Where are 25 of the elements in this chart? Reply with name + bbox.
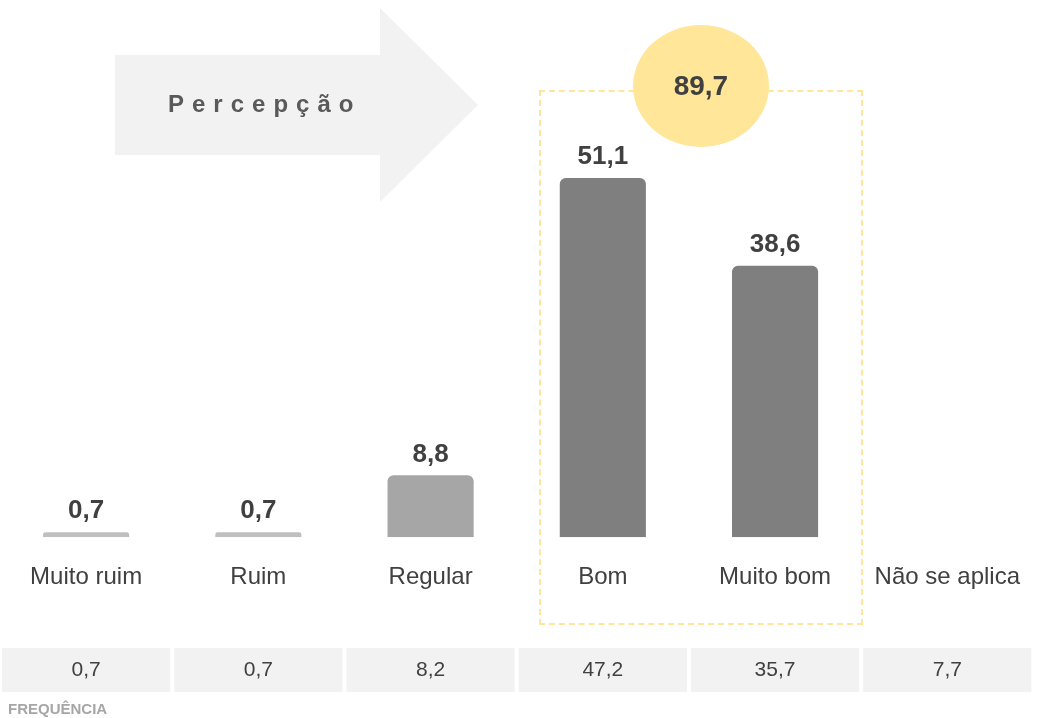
x-tick-label: Ruim: [230, 562, 287, 590]
bar: [215, 532, 302, 538]
text: 35,7: [754, 656, 796, 680]
data-label: 38,6: [749, 228, 801, 259]
x-tick-label: Regular: [388, 562, 473, 590]
data-label: 0,7: [68, 494, 105, 525]
data-label: 0,7: [240, 494, 277, 525]
text: FREQUÊNCIA: [8, 700, 108, 717]
chart-title: Percepção: [168, 90, 362, 118]
text: 8,2: [415, 656, 446, 680]
bar: [559, 178, 646, 538]
x-tick-label: Bom: [578, 562, 628, 590]
bar: [387, 475, 474, 538]
data-label: 8,8: [412, 437, 449, 468]
data-label: 51,1: [577, 140, 629, 171]
text: 0,7: [243, 656, 273, 680]
text: 89,7: [632, 25, 769, 147]
x-tick-label: Muito ruim: [30, 562, 143, 590]
bar: [43, 532, 130, 538]
x-tick-label: Muito bom: [719, 562, 832, 590]
bar: [732, 265, 819, 538]
text: 47,2: [582, 656, 624, 680]
text: 7,7: [932, 656, 962, 680]
text: 0,7: [71, 656, 101, 680]
x-tick-label: Não se aplica: [874, 562, 1021, 590]
